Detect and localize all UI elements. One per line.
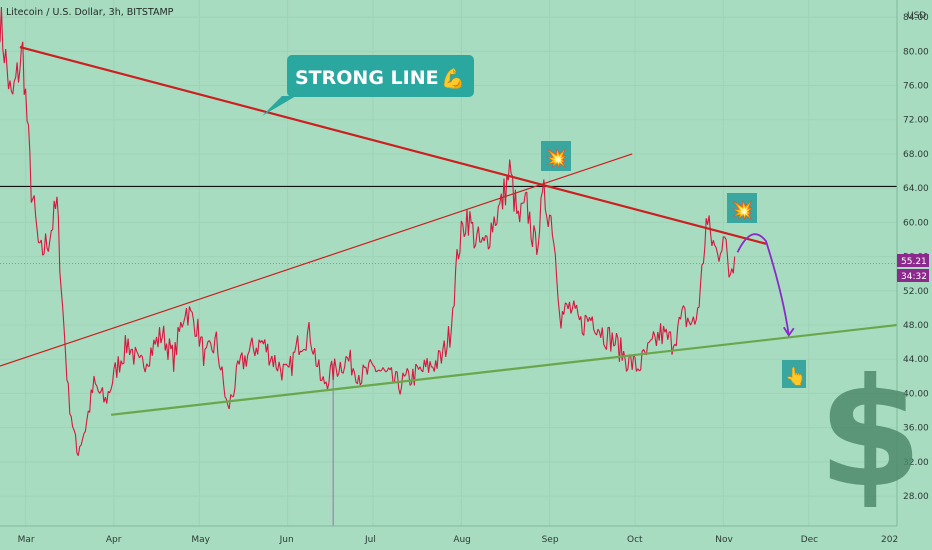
projection-arrowhead	[783, 326, 795, 337]
y-tick-label: 76.00	[903, 82, 929, 92]
last-price-badge	[897, 254, 929, 267]
callout-label: STRONG LINE	[295, 67, 439, 89]
x-tick-labels: Mar Apr May Jun Jul Aug Sep Oct Nov Dec 202	[18, 535, 899, 545]
burst-marker-2[interactable]: 💥	[727, 193, 757, 223]
x-tick-label: Aug	[453, 535, 471, 545]
callout-pointer	[262, 96, 296, 116]
projection-path	[736, 233, 790, 336]
pointing-up-icon: 👆	[785, 366, 806, 387]
y-tick-label: 32.00	[903, 458, 929, 468]
explosion-icon: 💥	[545, 147, 567, 169]
x-tick-label: Oct	[627, 535, 643, 545]
last-price-value: 55.21	[901, 257, 927, 267]
x-tick-label: Mar	[18, 535, 35, 545]
level-lines	[0, 185, 897, 526]
pointer-marker-box	[782, 360, 806, 388]
x-tick-label: Dec	[801, 535, 818, 545]
x-tick-label: Apr	[106, 535, 122, 545]
countdown-value: 34:32	[901, 272, 927, 282]
burst-marker-2-box	[727, 193, 757, 223]
time-axis[interactable]	[0, 526, 932, 550]
y-tick-label: 52.00	[903, 287, 929, 297]
callout-box	[287, 55, 474, 97]
countdown-badge	[897, 269, 929, 282]
explosion-icon: 💥	[731, 199, 753, 221]
y-tick-label: 72.00	[903, 116, 929, 126]
y-tick-label: 64.00	[903, 184, 929, 194]
x-tick-label: Sep	[542, 535, 559, 545]
x-tick-label: Jun	[279, 535, 294, 545]
pointer-marker[interactable]: 👆	[782, 360, 806, 388]
resistance-trendline	[19, 45, 767, 245]
y-tick-label: 48.00	[903, 321, 929, 331]
y-tick-label: 44.00	[903, 355, 929, 365]
y-tick-label: 60.00	[903, 218, 929, 228]
currency-label: USD	[907, 11, 926, 21]
support-trendline	[110, 323, 898, 416]
y-tick-label: 80.00	[903, 47, 929, 57]
y-tick-label: 40.00	[903, 389, 929, 399]
x-tick-label: May	[191, 535, 210, 545]
x-tick-label: Jul	[364, 535, 376, 545]
projection-group	[736, 233, 795, 337]
burst-marker-1[interactable]: 💥	[541, 141, 571, 171]
flexed-biceps-icon: 💪	[441, 67, 465, 90]
burst-marker-1-box	[541, 141, 571, 171]
dollar-sign-icon: $	[818, 347, 922, 521]
x-tick-label: 202	[881, 535, 898, 545]
y-tick-label: 36.00	[903, 424, 929, 434]
x-tick-label: Nov	[715, 535, 733, 545]
strong-line-callout[interactable]: STRONG LINE 💪	[262, 55, 474, 116]
rising-trendline	[0, 153, 633, 367]
chart-title: Litecoin / U.S. Dollar, 3h, BITSTAMP	[6, 7, 174, 18]
y-tick-label: 28.00	[903, 492, 929, 502]
y-tick-label: 68.00	[903, 150, 929, 160]
trend-lines	[0, 45, 898, 416]
price-line	[0, 6, 736, 456]
price-series	[0, 6, 736, 456]
y-tick-label: 84.00	[903, 13, 929, 23]
